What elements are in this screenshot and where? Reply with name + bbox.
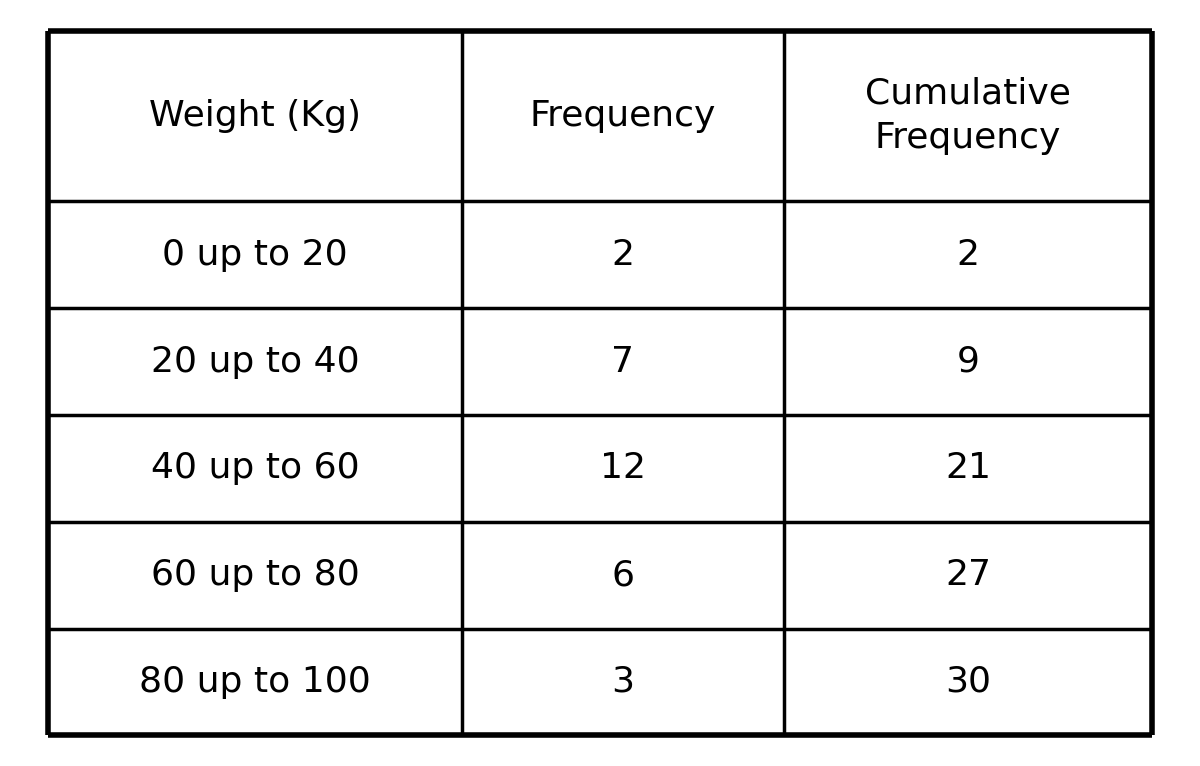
Text: Cumulative
Frequency: Cumulative Frequency <box>865 77 1070 155</box>
Text: 2: 2 <box>956 238 979 272</box>
Text: Weight (Kg): Weight (Kg) <box>149 99 361 133</box>
Text: 12: 12 <box>600 451 646 486</box>
Text: 27: 27 <box>946 558 991 592</box>
Text: 30: 30 <box>946 665 991 699</box>
Text: 21: 21 <box>946 451 991 486</box>
Text: 3: 3 <box>612 665 635 699</box>
Text: 40 up to 60: 40 up to 60 <box>151 451 359 486</box>
Text: 7: 7 <box>612 345 635 378</box>
Text: 6: 6 <box>612 558 635 592</box>
Text: 0 up to 20: 0 up to 20 <box>162 238 348 272</box>
Text: 60 up to 80: 60 up to 80 <box>151 558 359 592</box>
Text: 9: 9 <box>956 345 979 378</box>
Text: 80 up to 100: 80 up to 100 <box>139 665 371 699</box>
Text: 2: 2 <box>612 238 635 272</box>
Text: 20 up to 40: 20 up to 40 <box>151 345 359 378</box>
Text: Frequency: Frequency <box>530 99 716 133</box>
